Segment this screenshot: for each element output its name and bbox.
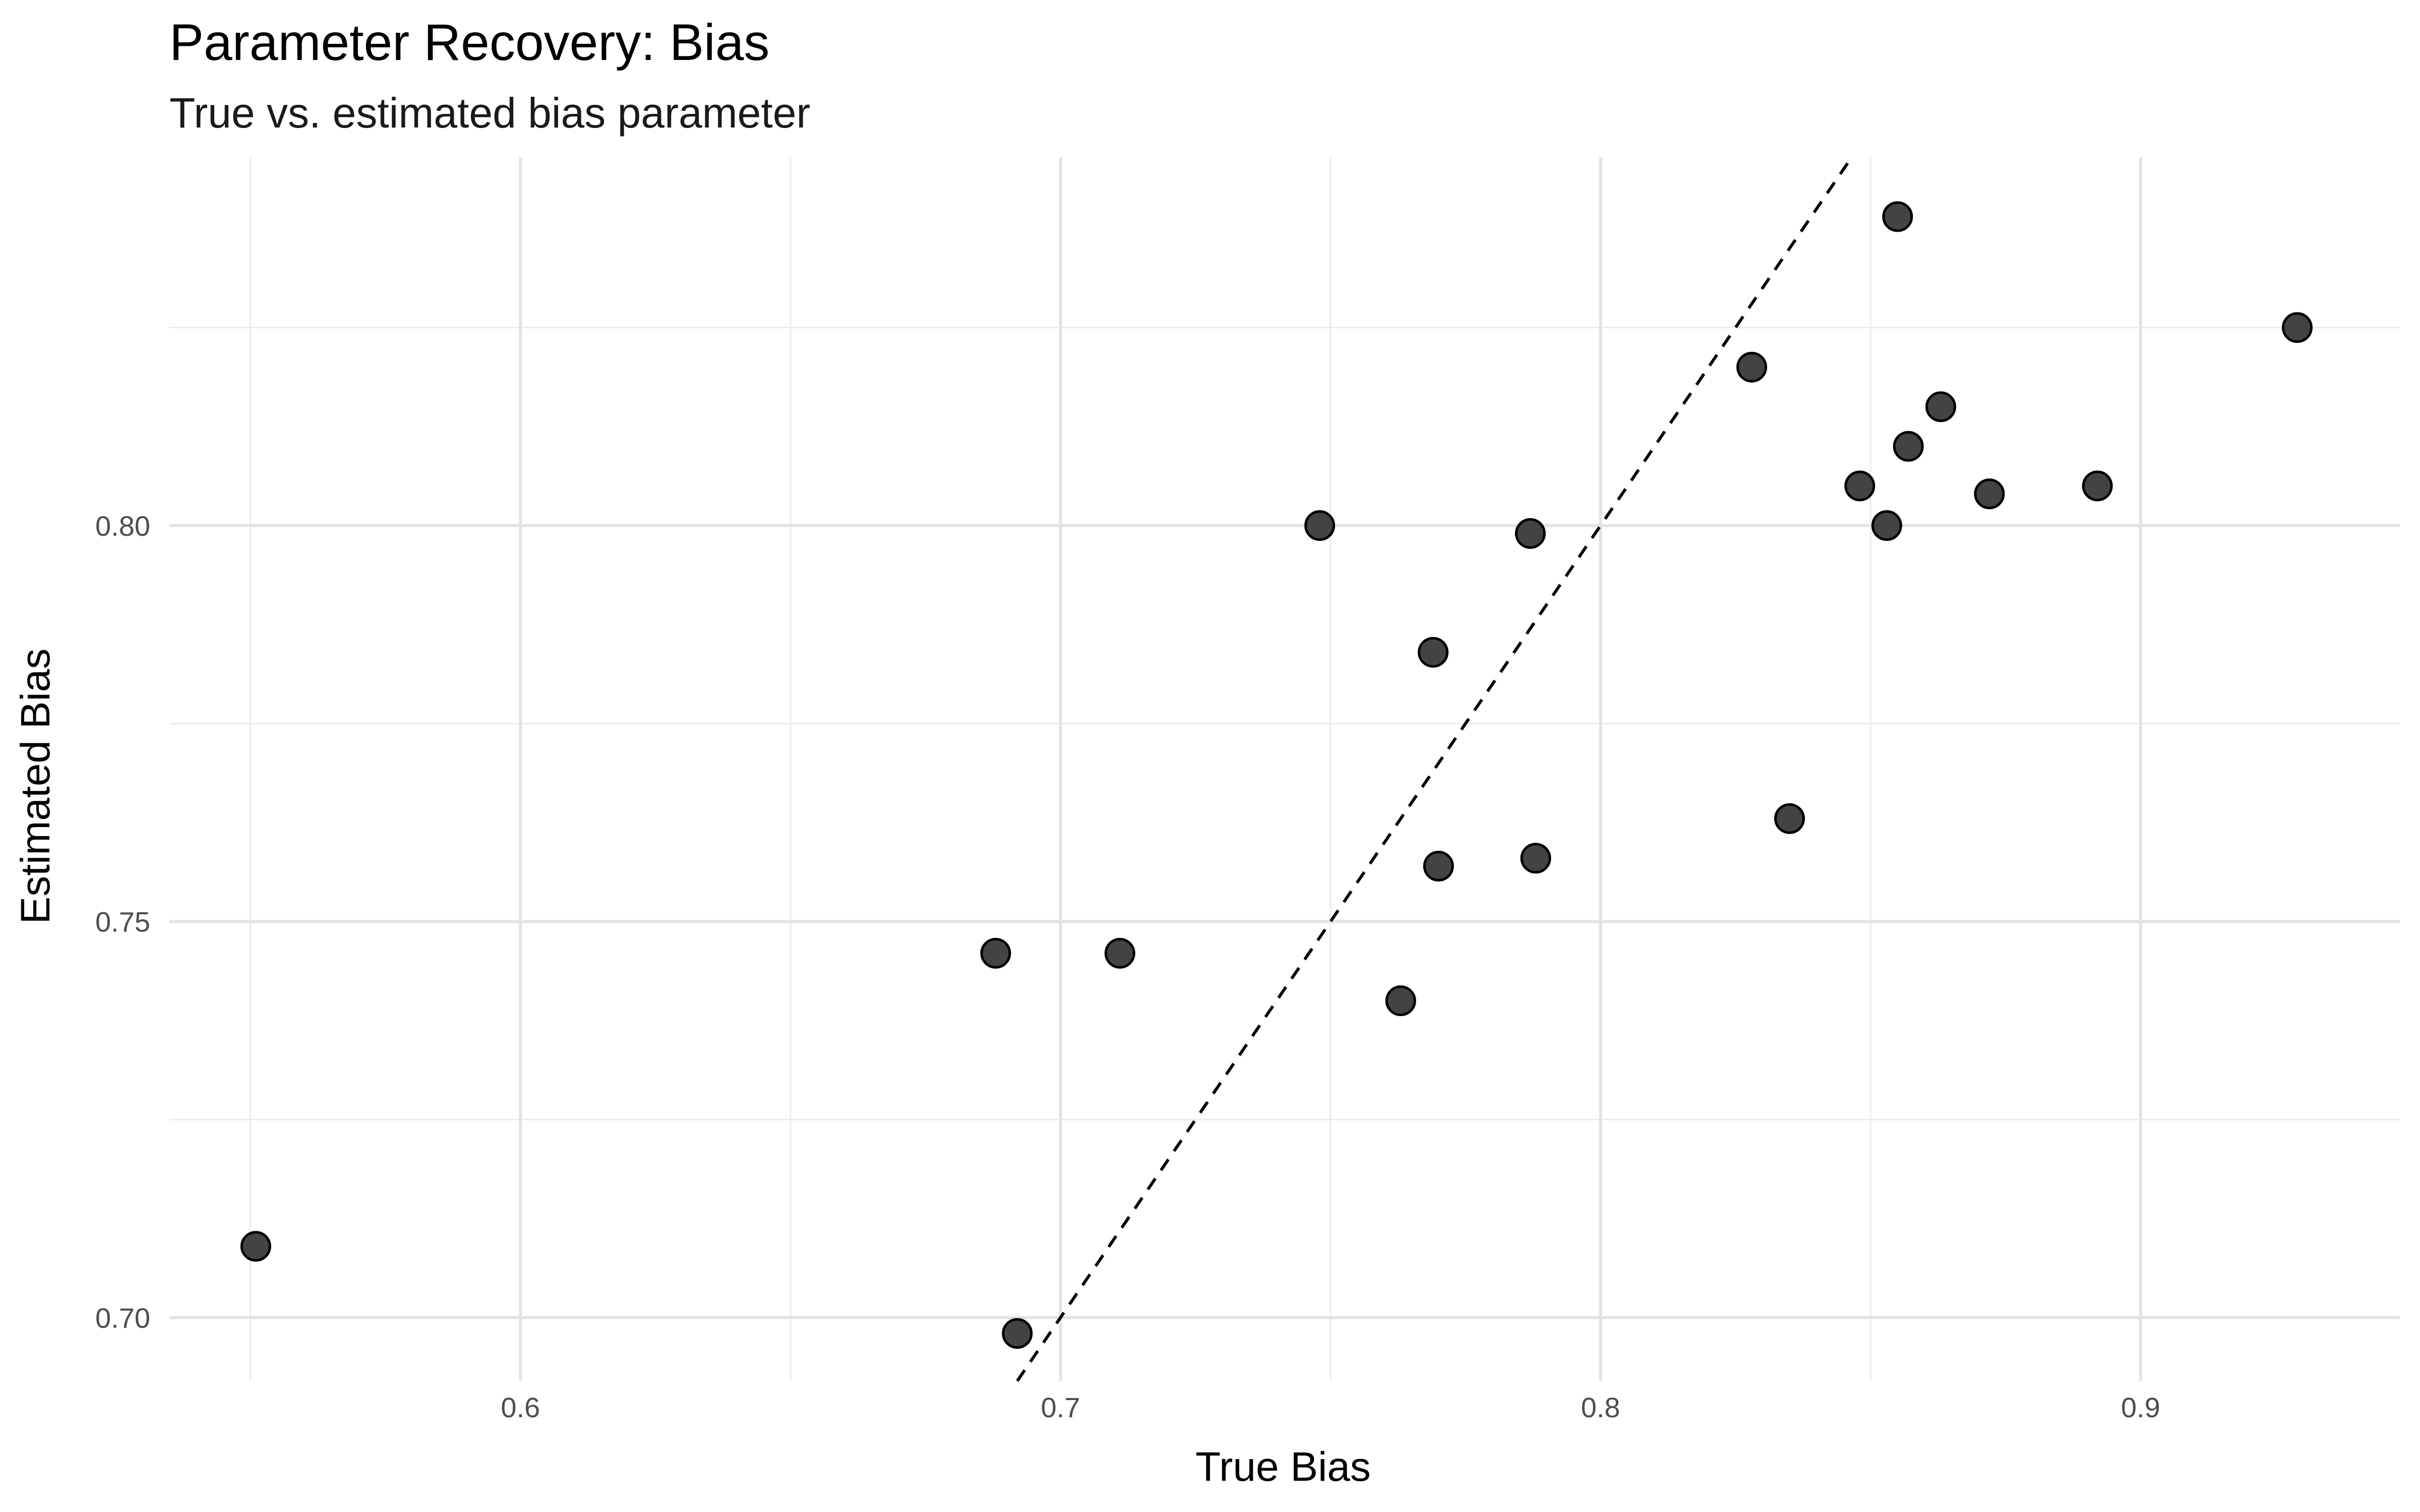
- data-point: [1774, 803, 1805, 834]
- identity-reference-line: [1016, 156, 1853, 1382]
- data-point: [1520, 843, 1551, 874]
- minor-gridlines: [169, 157, 2400, 1381]
- data-point: [2281, 312, 2313, 343]
- data-points: [240, 201, 2313, 1349]
- y-tick-label: 0.75: [95, 906, 150, 938]
- data-point: [2082, 470, 2113, 501]
- data-point: [1882, 201, 1913, 232]
- x-axis-tick-labels: 0.6 0.7 0.8 0.9: [501, 1392, 2160, 1423]
- data-point: [1844, 470, 1876, 501]
- chart-subtitle: True vs. estimated bias parameter: [169, 89, 811, 137]
- data-point: [1871, 510, 1902, 541]
- data-point: [1385, 985, 1416, 1017]
- data-point: [1002, 1318, 1033, 1349]
- data-point: [1974, 478, 2005, 510]
- data-point: [1893, 431, 1924, 462]
- data-point: [1418, 637, 1449, 668]
- identity-reference-line-group: [1016, 156, 1853, 1382]
- major-gridlines: [169, 157, 2400, 1381]
- y-tick-label: 0.80: [95, 510, 150, 542]
- x-tick-label: 0.9: [2121, 1392, 2160, 1423]
- x-tick-label: 0.8: [1581, 1392, 1620, 1423]
- y-tick-label: 0.70: [95, 1302, 150, 1334]
- data-point: [1925, 391, 1956, 422]
- y-axis-title: Estimated Bias: [13, 649, 58, 924]
- x-axis-title: True Bias: [1195, 1444, 1371, 1490]
- data-point: [980, 937, 1011, 969]
- chart-title: Parameter Recovery: Bias: [169, 14, 770, 71]
- data-point: [1104, 937, 1135, 969]
- data-point: [240, 1231, 271, 1262]
- data-point: [1304, 510, 1336, 541]
- data-point: [1515, 518, 1546, 549]
- y-axis-tick-labels: 0.70 0.75 0.80: [95, 510, 150, 1334]
- x-tick-label: 0.7: [1041, 1392, 1080, 1423]
- x-tick-label: 0.6: [501, 1392, 540, 1423]
- data-point: [1736, 351, 1768, 383]
- data-point: [1423, 851, 1454, 882]
